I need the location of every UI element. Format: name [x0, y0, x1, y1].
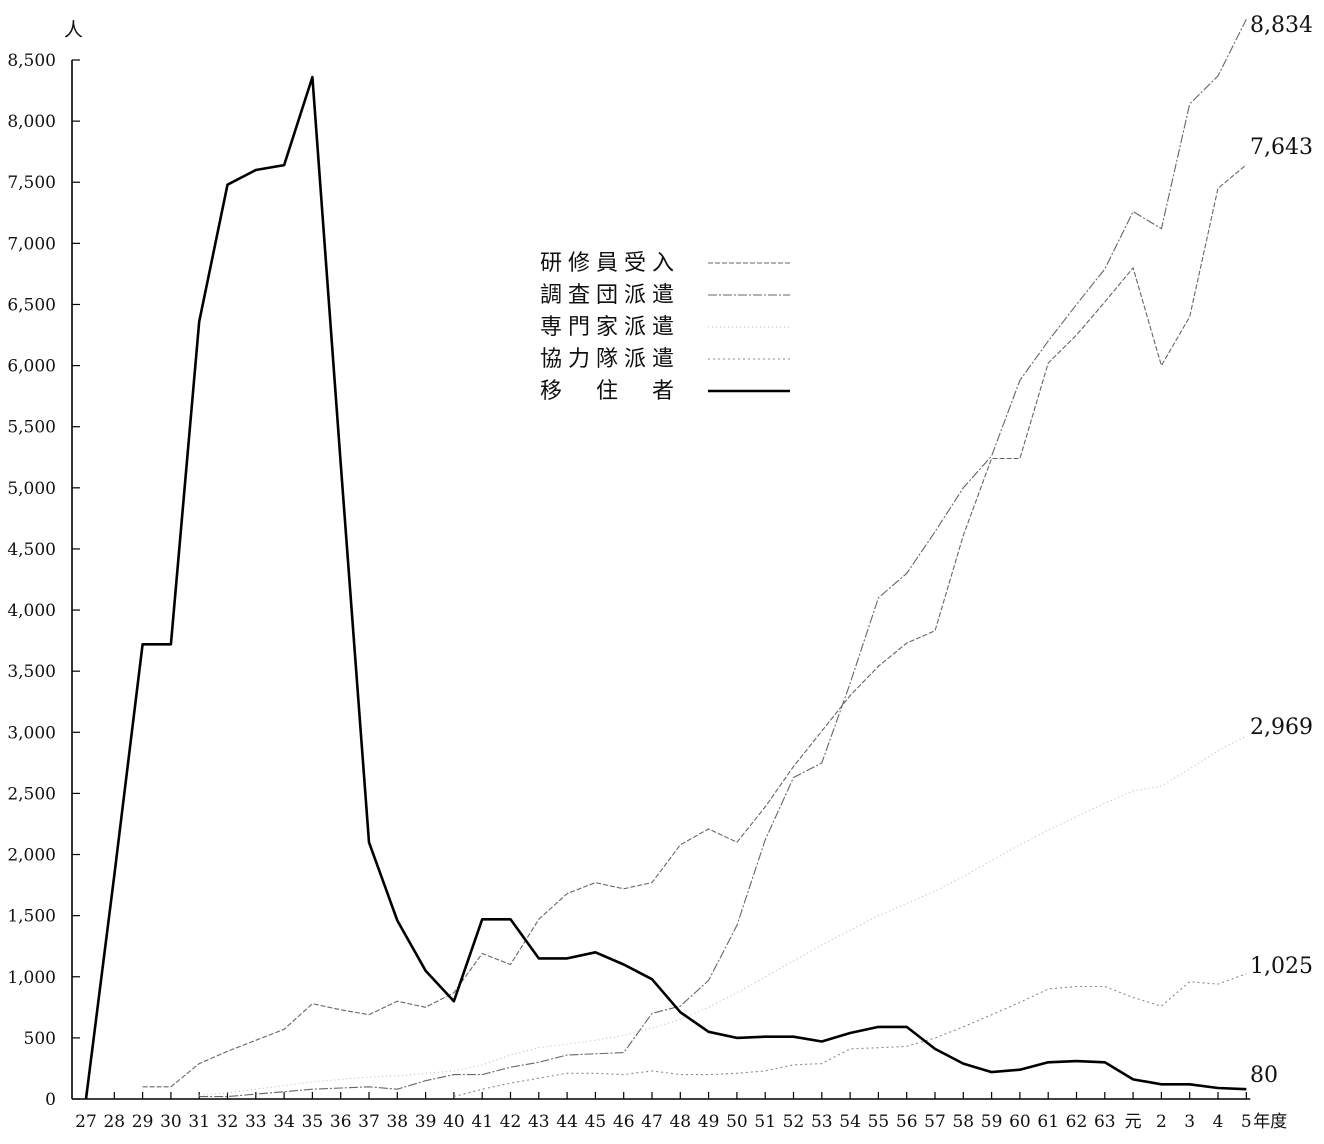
- x-tick-label: 36: [330, 1112, 352, 1132]
- x-tick-label: 32: [217, 1112, 239, 1132]
- y-tick-label: 8,000: [7, 112, 56, 132]
- legend-entry-label: 協力隊派遣: [540, 347, 674, 372]
- series-line: [199, 18, 1247, 1098]
- x-tick-label: 34: [273, 1112, 295, 1132]
- x-tick-label: 57: [924, 1112, 946, 1132]
- x-tick-label: 31: [188, 1112, 210, 1132]
- x-axis-suffix-label: 年度: [1253, 1112, 1287, 1132]
- x-tick-label: 43: [528, 1112, 550, 1132]
- series-end-label: 7,643: [1250, 135, 1313, 160]
- x-tick-label: 41: [471, 1112, 493, 1132]
- x-tick-label: 46: [613, 1112, 635, 1132]
- x-tick-label: 28: [103, 1112, 125, 1132]
- legend-entry-label: 専門家派遣: [540, 315, 674, 340]
- x-axis-ticks: 27 28 29 30 31 32 33 34 35 36 37 38 39 40 41 42 43 44 45 46…: [75, 1092, 1287, 1132]
- series-end-label: 1,025: [1250, 954, 1313, 979]
- series-end-label: 2,969: [1250, 715, 1313, 740]
- x-tick-label: 38: [386, 1112, 408, 1132]
- x-tick-label: 62: [1066, 1112, 1088, 1132]
- x-tick-label: 45: [585, 1112, 607, 1132]
- x-tick-label: 44: [556, 1112, 578, 1132]
- x-tick-label: 元: [1125, 1112, 1142, 1132]
- x-tick-label: 47: [641, 1112, 663, 1132]
- x-tick-label: 35: [302, 1112, 324, 1132]
- x-tick-label: 61: [1037, 1112, 1059, 1132]
- x-tick-label: 49: [698, 1112, 720, 1132]
- series-end-label: 80: [1250, 1063, 1278, 1088]
- x-tick-label: 50: [726, 1112, 748, 1132]
- x-tick-label: 60: [1009, 1112, 1031, 1132]
- x-tick-label: 5: [1241, 1112, 1252, 1132]
- y-tick-label: 5,000: [7, 479, 56, 499]
- x-tick-label: 42: [500, 1112, 522, 1132]
- x-tick-label: 55: [868, 1112, 890, 1132]
- series-end-labels: 8,834 7,643 2,969 1,025 80: [1250, 13, 1313, 1088]
- y-tick-label: 6,000: [7, 357, 56, 377]
- series-end-label: 8,834: [1250, 13, 1313, 38]
- y-tick-label: 0: [45, 1090, 56, 1110]
- y-tick-label: 1,000: [7, 968, 56, 988]
- x-tick-label: 48: [669, 1112, 691, 1132]
- series-line: [199, 735, 1247, 1096]
- legend-entry-label: 調査団派遣: [540, 283, 674, 308]
- x-tick-label: 52: [783, 1112, 805, 1132]
- x-tick-label: 58: [952, 1112, 974, 1132]
- y-tick-label: 7,000: [7, 234, 56, 254]
- y-axis-ticks: 0 500 1,000 1,500 2,000 2,500 3,000 3,500 4,000 4…: [7, 51, 80, 1110]
- legend-entry-label: 研修員受入: [540, 251, 674, 276]
- y-tick-label: 2,500: [7, 784, 56, 804]
- y-tick-label: 5,500: [7, 418, 56, 438]
- y-tick-label: 1,500: [7, 907, 56, 927]
- series-lines: [84, 18, 1247, 1100]
- x-tick-label: 30: [160, 1112, 182, 1132]
- x-tick-label: 59: [981, 1112, 1003, 1132]
- x-tick-label: 2: [1156, 1112, 1167, 1132]
- y-tick-label: 500: [24, 1029, 56, 1049]
- x-tick-label: 3: [1184, 1112, 1195, 1132]
- legend-entry-label: 移住者: [540, 379, 674, 404]
- x-tick-label: 33: [245, 1112, 267, 1132]
- x-tick-label: 29: [132, 1112, 154, 1132]
- x-tick-label: 27: [75, 1112, 97, 1132]
- y-tick-label: 4,500: [7, 540, 56, 560]
- x-tick-label: 39: [415, 1112, 437, 1132]
- y-tick-label: 8,500: [7, 51, 56, 71]
- y-tick-label: 4,000: [7, 601, 56, 621]
- x-tick-label: 4: [1213, 1112, 1224, 1132]
- x-tick-label: 53: [811, 1112, 833, 1132]
- axes: [71, 60, 1251, 1100]
- y-tick-label: 2,000: [7, 846, 56, 866]
- x-tick-label: 63: [1094, 1112, 1116, 1132]
- y-tick-label: 7,500: [7, 173, 56, 193]
- y-tick-label: 3,000: [7, 723, 56, 743]
- x-tick-label: 54: [839, 1112, 861, 1132]
- y-tick-label: 6,500: [7, 295, 56, 315]
- x-tick-label: 56: [896, 1112, 918, 1132]
- y-tick-label: 3,500: [7, 662, 56, 682]
- series-line: [84, 75, 1247, 1100]
- x-tick-label: 51: [754, 1112, 776, 1132]
- series-line: [453, 973, 1247, 1098]
- x-tick-label: 37: [358, 1112, 380, 1132]
- x-tick-label: 40: [443, 1112, 465, 1132]
- y-axis-unit-label: 人: [64, 19, 83, 41]
- series-line: [142, 164, 1247, 1088]
